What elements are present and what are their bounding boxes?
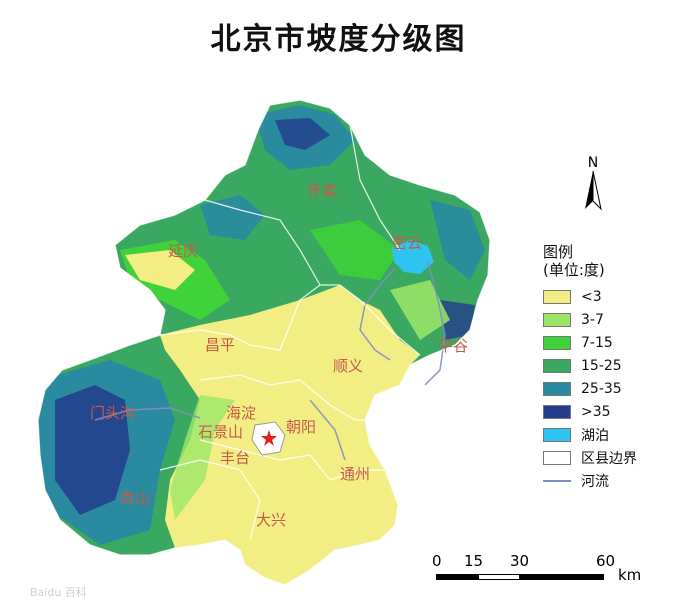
- legend-item: 3-7: [543, 308, 637, 331]
- legend-item: 7-15: [543, 331, 637, 354]
- scale-segment-3: [520, 574, 604, 580]
- legend-item: 25-35: [543, 377, 637, 400]
- label-tongzhou: 通州: [340, 465, 371, 483]
- label-pinggu: 平谷: [438, 337, 469, 355]
- label-shunyi: 顺义: [333, 357, 364, 375]
- capital-star-icon: [261, 430, 277, 446]
- legend-unit: (单位:度): [543, 261, 605, 279]
- scale-tick-0: 0: [432, 552, 442, 570]
- scale-tick-30: 30: [510, 552, 530, 570]
- legend-label: 15-25: [581, 357, 622, 374]
- scale-bar: 0 15 30 60 km: [420, 552, 660, 592]
- legend-label: <3: [581, 288, 602, 305]
- label-chaoyang: 朝阳: [286, 418, 317, 436]
- legend-swatch: [543, 335, 571, 350]
- legend-item: 湖泊: [543, 423, 637, 446]
- legend-label: 25-35: [581, 380, 622, 397]
- legend-swatch: [543, 312, 571, 327]
- legend-label: 河流: [581, 473, 609, 490]
- legend-swatch: [543, 427, 571, 442]
- scale-segment-2: [478, 574, 520, 580]
- legend-label: 7-15: [581, 334, 613, 351]
- river-lines: [94, 261, 446, 461]
- scale-tick-60: 60: [596, 552, 616, 570]
- label-daxing: 大兴: [256, 511, 287, 529]
- legend-label: 3-7: [581, 311, 604, 328]
- watermark: Baidu 百科: [30, 586, 87, 599]
- label-fangshan: 房山: [120, 489, 151, 507]
- legend-swatch: [543, 358, 571, 373]
- legend-label: >35: [581, 403, 611, 420]
- legend-item: 河流: [543, 469, 637, 492]
- label-yanqing: 延庆: [168, 242, 199, 260]
- label-haidian: 海淀: [226, 404, 257, 422]
- label-fengtai: 丰台: [220, 449, 251, 467]
- legend-label: 湖泊: [581, 427, 609, 444]
- label-miyun: 密云: [392, 234, 423, 252]
- legend-swatch: [543, 450, 571, 465]
- scale-tick-15: 15: [464, 552, 484, 570]
- label-changping: 昌平: [205, 336, 236, 354]
- legend-item: >35: [543, 400, 637, 423]
- label-mentougou: 门头沟: [90, 404, 136, 422]
- legend-item: <3: [543, 285, 637, 308]
- legend-swatch: [543, 289, 571, 304]
- legend-title: 图例: [543, 243, 574, 261]
- north-arrow-icon: [585, 171, 602, 211]
- legend-item: 15-25: [543, 354, 637, 377]
- scale-segment-1: [436, 574, 478, 580]
- legend-swatch: [543, 381, 571, 396]
- north-arrow: N: [582, 155, 604, 215]
- legend-swatch: [543, 479, 571, 482]
- legend-item: 区县边界: [543, 446, 637, 469]
- legend-swatch: [543, 404, 571, 419]
- scale-unit: km: [618, 566, 642, 584]
- map-title: 北京市坡度分级图: [210, 22, 467, 57]
- north-label: N: [587, 155, 599, 171]
- legend-label: 区县边界: [581, 450, 637, 467]
- label-huairou: 怀柔: [307, 182, 338, 200]
- district-boundaries: [37, 99, 491, 586]
- label-shijingshan: 石景山: [198, 423, 244, 441]
- map-legend: 图例 (单位:度) <3 3-7 7-15 15-25 25-35 >35 湖泊区县边界河流: [543, 243, 637, 492]
